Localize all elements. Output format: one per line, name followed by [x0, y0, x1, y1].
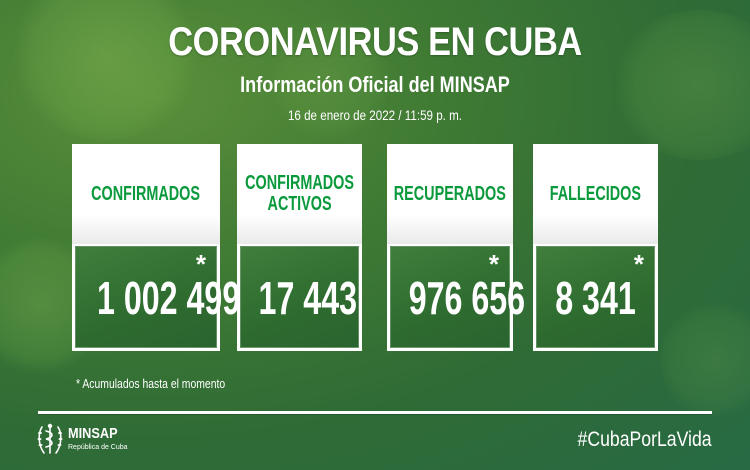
asterisk-marker: * [195, 249, 206, 279]
stat-card-header: CONFIRMADOS [72, 144, 220, 244]
stat-card-header: CONFIRMADOS ACTIVOS [237, 144, 362, 244]
stat-value: 1 002 499 [97, 272, 241, 324]
footnote: * Acumulados hasta el momento [76, 376, 226, 391]
logo-subtitle: República de Cuba [68, 444, 128, 451]
background-virus-illustration [10, 0, 200, 140]
logo-name: MINSAP [68, 425, 118, 442]
stat-value-box: * 8 341 [536, 246, 655, 348]
footer-divider [38, 411, 712, 414]
stat-value: 976 656 [408, 272, 526, 324]
stat-card-header: RECUPERADOS [387, 144, 513, 244]
page-subtitle: Información Oficial del MINSAP [240, 72, 510, 97]
stat-label: FALLECIDOS [549, 182, 642, 205]
stat-card-confirmados: CONFIRMADOS * 1 002 499 [72, 144, 241, 351]
stat-value: 8 341 [555, 272, 636, 324]
report-date: 16 de enero de 2022 / 11:59 p. m. [287, 108, 463, 123]
minsap-caduceus-laurel-icon [37, 423, 63, 454]
background-virus-illustration [610, 10, 750, 160]
page-title: CORONAVIRUS EN CUBA [168, 20, 582, 64]
stat-card-confirmados-activos: CONFIRMADOS ACTIVOS 17 443 [237, 144, 362, 351]
stat-card-fallecidos: FALLECIDOS * 8 341 [533, 144, 658, 351]
stat-value-box: * 1 002 499 [75, 246, 241, 348]
stat-card-recuperados: RECUPERADOS * 976 656 [387, 144, 526, 351]
stat-card-header: FALLECIDOS [533, 144, 658, 244]
stat-value-box: 17 443 [240, 246, 359, 348]
background-virus-illustration [660, 300, 750, 420]
hashtag: #CubaPorLaVida [577, 428, 712, 451]
stat-label: CONFIRMADOS ACTIVOS [245, 172, 354, 215]
stat-value: 17 443 [258, 272, 358, 324]
stat-value-box: * 976 656 [390, 246, 526, 348]
asterisk-marker: * [488, 249, 499, 279]
background-virus-illustration [270, 20, 390, 140]
stat-label: RECUPERADOS [393, 182, 507, 205]
minsap-logo: MINSAP República de Cuba [36, 421, 128, 457]
stat-label: CONFIRMADOS [91, 182, 201, 205]
asterisk-marker: * [633, 249, 644, 279]
